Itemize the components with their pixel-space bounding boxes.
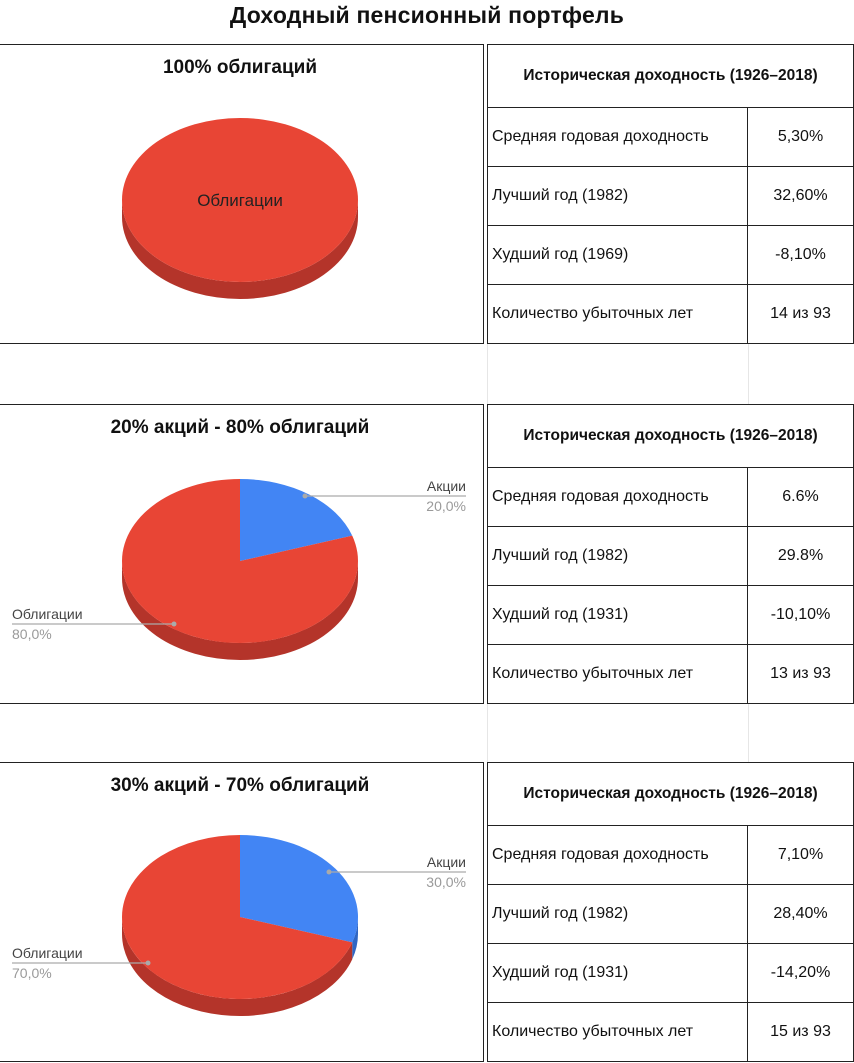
row-label: Худший год (1969) [487,225,748,285]
row-label: Количество убыточных лет [487,284,748,344]
row-value: 5,30% [747,107,854,167]
table-row: Худший год (1969) -8,10% [487,225,854,285]
legend-label-bonds: Облигации [12,606,83,622]
pie-chart-bonds-100: 100% облигаций Облигации [0,44,484,344]
slice-label-bonds: Облигации [197,191,283,210]
returns-table-3: Историческая доходность (1926–2018) Сред… [487,762,854,1062]
table-row: Средняя годовая доходность 6.6% [487,467,854,527]
pie-svg: Облигации [122,118,358,299]
legend-pct-stocks: 20,0% [426,498,466,514]
pie-chart-30-70: 30% акций - 70% облигаций Акции 30,0% Об… [0,762,484,1062]
pie-svg: Акции 20,0% Облигации 80,0% [12,478,466,660]
table-row: Количество убыточных лет 14 из 93 [487,284,854,344]
pie-side-bonds [122,917,353,1016]
pie-slice-bonds [122,835,353,999]
row-value: 6.6% [747,467,854,527]
row-value: 7,10% [747,825,854,885]
row-value: 14 из 93 [747,284,854,344]
row-value: 28,40% [747,884,854,944]
page-title: Доходный пенсионный портфель [229,2,625,28]
pie-side-bonds [122,561,358,660]
pie-side-bonds [122,200,358,299]
legend-pct-bonds: 70,0% [12,965,52,981]
row-label: Средняя годовая доходность [487,107,748,167]
row-value: 29.8% [747,526,854,586]
row-value: -8,10% [747,225,854,285]
row-label: Лучший год (1982) [487,166,748,226]
pie-slice-bonds [122,118,358,282]
table-header: Историческая доходность (1926–2018) [487,44,854,108]
row-label: Средняя годовая доходность [487,467,748,527]
table-header: Историческая доходность (1926–2018) [487,404,854,468]
row-label: Худший год (1931) [487,585,748,645]
chart-title: 20% акций - 80% облигаций [110,417,370,438]
table-row: Лучший год (1982) 32,60% [487,166,854,226]
legend-label-stocks: Акции [427,478,466,494]
table-row: Средняя годовая доходность 5,30% [487,107,854,167]
chart-title: 100% облигаций [162,57,317,78]
legend-pct-stocks: 30,0% [426,874,466,890]
row-label: Количество убыточных лет [487,644,748,704]
table-row: Количество убыточных лет 15 из 93 [487,1002,854,1062]
row-label: Средняя годовая доходность [487,825,748,885]
pie-side-stocks [352,917,358,960]
row-value: 32,60% [747,166,854,226]
pie-slice-stocks [240,835,358,943]
legend-label-stocks: Акции [427,854,466,870]
chart-title: 30% акций - 70% облигаций [110,775,370,796]
row-value: -14,20% [747,943,854,1003]
table-row: Лучший год (1982) 29.8% [487,526,854,586]
row-label: Количество убыточных лет [487,1002,748,1062]
legend-label-bonds: Облигации [12,945,83,961]
table-row: Средняя годовая доходность 7,10% [487,825,854,885]
row-value: -10,10% [747,585,854,645]
returns-table-1: Историческая доходность (1926–2018) Сред… [487,44,854,344]
row-label: Лучший год (1982) [487,884,748,944]
pie-svg: Акции 30,0% Облигации 70,0% [12,835,466,1016]
row-value: 15 из 93 [747,1002,854,1062]
row-label: Лучший год (1982) [487,526,748,586]
returns-table-2: Историческая доходность (1926–2018) Сред… [487,404,854,704]
pie-slice-bonds [122,479,359,643]
legend-pct-bonds: 80,0% [12,626,52,642]
table-row: Количество убыточных лет 13 из 93 [487,644,854,704]
row-value: 13 из 93 [747,644,854,704]
table-header: Историческая доходность (1926–2018) [487,762,854,826]
pie-slice-stocks [240,479,353,561]
table-row: Худший год (1931) -10,10% [487,585,854,645]
pie-chart-20-80: 20% акций - 80% облигаций Акции 20,0% Об… [0,404,484,704]
table-row: Худший год (1931) -14,20% [487,943,854,1003]
table-row: Лучший год (1982) 28,40% [487,884,854,944]
row-label: Худший год (1931) [487,943,748,1003]
